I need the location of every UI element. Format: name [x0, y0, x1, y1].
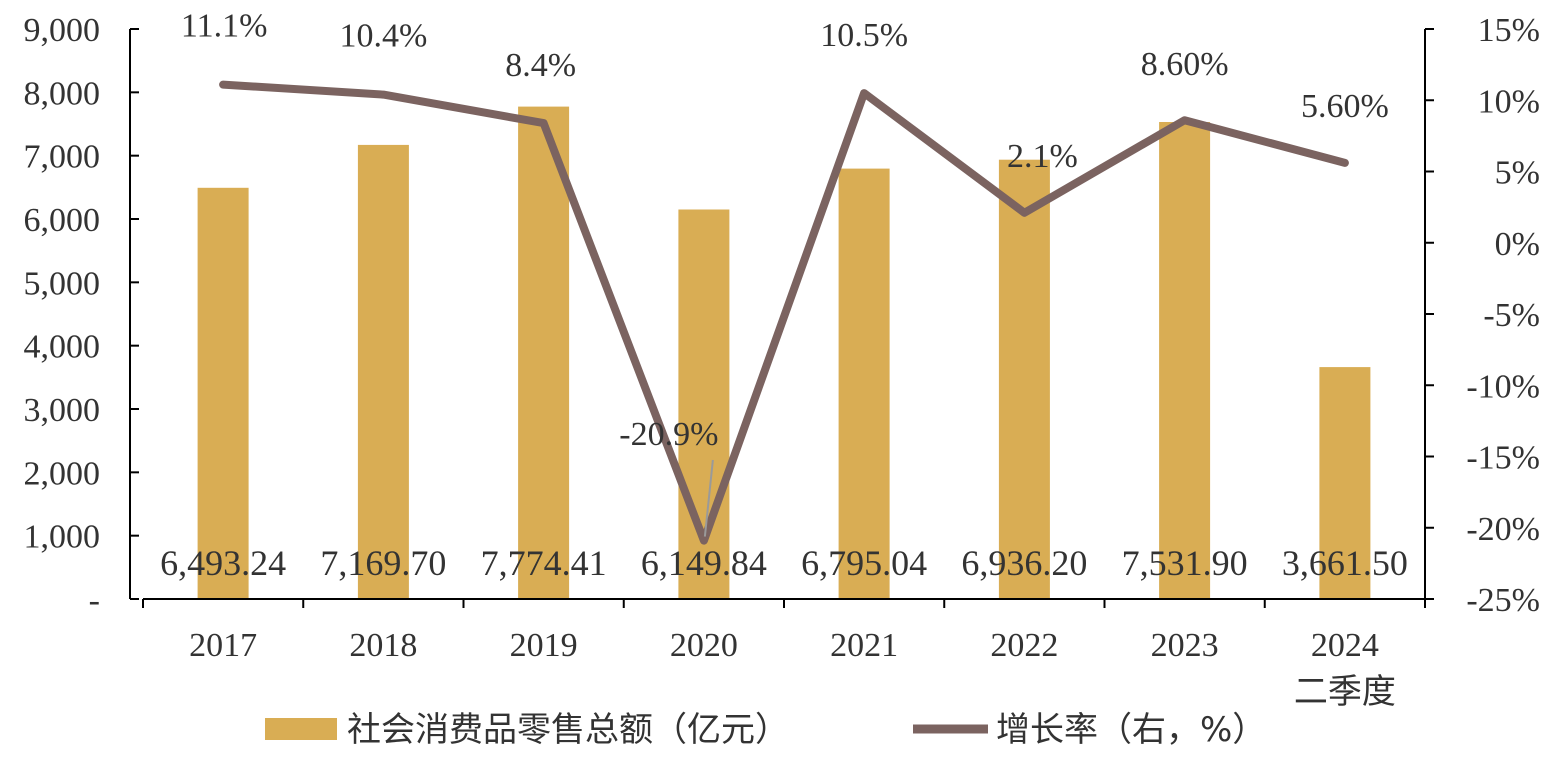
bar-2017 [197, 187, 249, 600]
y-right-tick-label: -10% [1466, 368, 1540, 405]
y-right-tick-label: 10% [1478, 83, 1540, 120]
growth-rate-line [219, 80, 1349, 545]
x-tick-label: 2018 [349, 627, 417, 664]
legend-line-label: 增长率（右，%） [996, 710, 1266, 750]
bar-2018 [357, 144, 409, 599]
bar-value-label: 6,936.20 [961, 543, 1087, 583]
y-right-tick-label: -20% [1466, 511, 1540, 548]
y-left-tick-label: - [89, 582, 100, 619]
x-tick-label: 2019 [510, 627, 578, 664]
y-right-tick-label: 15% [1478, 12, 1540, 49]
bar-value-label: 3,661.50 [1282, 543, 1408, 583]
bar-value-label: 6,149.84 [641, 543, 767, 583]
y-left-tick-label: 3,000 [24, 392, 101, 429]
x-tick-label: 2017 [189, 627, 257, 664]
label-leader-line [703, 459, 714, 537]
growth-rate-label: 10.4% [339, 18, 427, 55]
data-labels: 6,493.24 7,169.70 7,774.41 6,149.84 6,795.04… [160, 8, 1408, 583]
y-right-tick-label: -15% [1466, 440, 1540, 477]
x-tick-label: 2021 [830, 627, 898, 664]
bar-2023 [1159, 122, 1211, 599]
legend-bar-label: 社会消费品零售总额（亿元） [347, 710, 789, 750]
y-left-tick-label: 5,000 [24, 265, 101, 302]
growth-rate-label: 2.1% [1007, 138, 1078, 175]
growth-rate-label: 8.60% [1141, 46, 1229, 83]
legend-bar-swatch [265, 718, 337, 740]
x-tick-label: 2020 [670, 627, 738, 664]
legend: 社会消费品零售总额（亿元） 增长率（右，%） [265, 710, 1266, 750]
bar-value-label: 7,531.90 [1122, 543, 1248, 583]
bar-value-label: 6,493.24 [160, 543, 286, 583]
bar-value-label: 7,169.70 [320, 543, 446, 583]
growth-rate-label: 11.1% [181, 8, 268, 45]
bar-2022 [998, 159, 1050, 599]
x-tick-label: 二季度 [1294, 673, 1396, 711]
bar-value-label: 6,795.04 [801, 543, 927, 583]
bar-2019 [518, 106, 570, 599]
bar-series [197, 106, 1371, 600]
bar-2024 [1319, 367, 1371, 599]
growth-rate-label: 8.4% [505, 47, 576, 84]
y-right-tick-label: -5% [1483, 297, 1540, 334]
bar-value-label: 7,774.41 [481, 543, 607, 583]
growth-rate-label: -20.9% [619, 416, 718, 453]
x-tick-label: 2023 [1151, 627, 1219, 664]
x-tick-label: 2024 [1311, 627, 1379, 664]
growth-rate-label: 5.60% [1301, 88, 1389, 125]
x-tick-label: 2022 [990, 627, 1058, 664]
y-left-tick-label: 6,000 [24, 202, 101, 239]
growth-line-series [219, 80, 1349, 545]
y-left-tick-label: 7,000 [24, 139, 101, 176]
y-left-tick-label: 9,000 [24, 12, 101, 49]
growth-rate-label: 10.5% [820, 17, 908, 54]
bar-2021 [838, 168, 890, 599]
y-left-tick-label: 2,000 [24, 455, 101, 492]
y-right-tick-label: -25% [1466, 582, 1540, 619]
y-right-tick-label: 5% [1495, 155, 1540, 192]
y-right-tick-label: 0% [1495, 226, 1540, 263]
axes: 2017 2018 2019 2020 2021 2022 2023 2024 二季度 - 1,00… [24, 12, 1541, 711]
y-left-tick-label: 8,000 [24, 75, 101, 112]
y-left-tick-label: 1,000 [24, 519, 101, 556]
y-left-tick-label: 4,000 [24, 329, 101, 366]
